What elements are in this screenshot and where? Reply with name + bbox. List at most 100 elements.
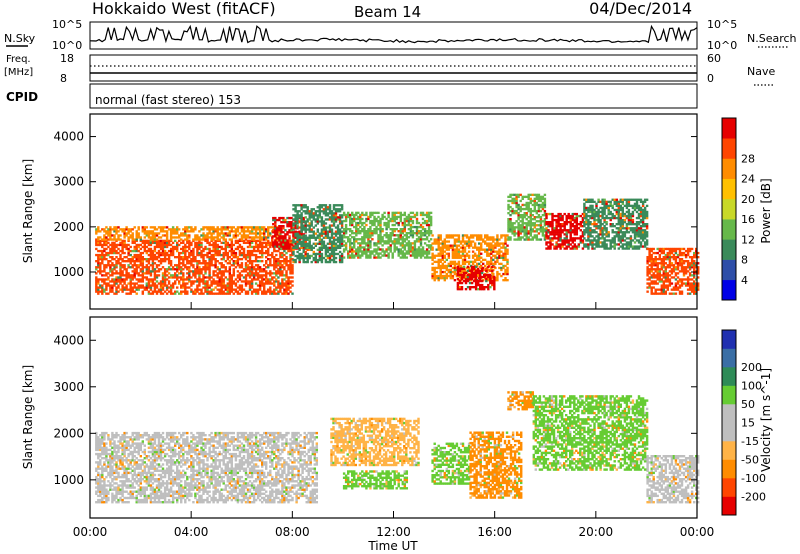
power-cell <box>188 239 191 243</box>
power-cell <box>176 290 179 293</box>
power-cell <box>401 223 405 227</box>
power-cell <box>278 243 281 246</box>
power-cell <box>105 243 108 247</box>
power-cell <box>184 249 187 253</box>
power-cell <box>569 218 572 222</box>
power-cell <box>533 209 537 213</box>
power-cell <box>509 209 512 213</box>
power-cell <box>597 233 600 236</box>
power-cell <box>125 247 128 251</box>
power-cell <box>232 249 236 253</box>
power-cell <box>541 214 545 217</box>
power-cell <box>453 254 457 257</box>
power-cell <box>190 230 193 233</box>
power-cell <box>591 214 594 218</box>
power-cell <box>353 232 356 235</box>
power-cell <box>208 260 211 263</box>
power-cell <box>338 234 342 237</box>
power-cell <box>279 270 282 273</box>
power-cell <box>336 240 340 243</box>
power-cell <box>254 245 258 249</box>
power-cell <box>153 253 157 257</box>
power-cell <box>271 251 274 255</box>
power-cell <box>330 248 334 252</box>
power-cell <box>506 234 509 237</box>
power-cell <box>244 264 248 267</box>
power-cell <box>365 219 368 223</box>
power-cell <box>349 250 352 253</box>
power-cell <box>385 221 388 225</box>
power-cell <box>129 253 132 257</box>
power-cell <box>403 234 407 237</box>
power-cell <box>457 244 461 247</box>
power-cell <box>318 248 322 252</box>
power-cell <box>405 252 409 255</box>
power-cell <box>206 232 209 235</box>
power-cell <box>529 220 533 223</box>
power-cell <box>178 272 181 275</box>
power-cell <box>417 232 421 235</box>
power-cell <box>617 206 621 210</box>
power-cell <box>336 246 340 250</box>
power-cell <box>353 254 356 257</box>
power-cell <box>161 258 165 261</box>
power-cell <box>206 247 209 251</box>
power-cell <box>589 241 592 244</box>
nsky-label: N.Sky <box>4 32 36 45</box>
power-cell <box>563 243 566 246</box>
power-cell <box>302 216 305 220</box>
power-cell <box>281 286 284 289</box>
power-cell <box>591 241 594 244</box>
power-cell <box>523 230 526 233</box>
power-cell <box>286 225 289 228</box>
power-cell <box>451 244 455 247</box>
power-cell <box>137 260 140 263</box>
power-cell <box>123 288 126 291</box>
power-cell <box>407 236 411 239</box>
power-cell <box>202 286 205 289</box>
power-cell <box>165 278 169 281</box>
power-cell <box>507 218 510 221</box>
power-cell <box>282 216 285 220</box>
power-cell <box>283 258 286 261</box>
power-cell <box>457 254 461 257</box>
power-cell <box>196 251 199 255</box>
power-cell <box>123 251 126 255</box>
power-cell <box>159 241 163 245</box>
power-cell <box>186 226 189 229</box>
power-cell <box>585 223 588 226</box>
power-cell <box>281 292 284 295</box>
power-cell <box>359 256 362 259</box>
power-cell <box>117 251 120 255</box>
power-cell <box>359 230 362 233</box>
power-cell <box>216 251 219 255</box>
power-cell <box>127 292 130 295</box>
power-cell <box>336 218 340 221</box>
power-cell <box>593 223 596 226</box>
power-cell <box>294 244 297 248</box>
power-cell <box>127 274 130 277</box>
power-cell <box>521 222 524 225</box>
power-cell <box>332 214 336 217</box>
power-cell <box>236 262 240 265</box>
power-cell <box>169 290 173 293</box>
power-cell <box>176 256 179 259</box>
power-cell <box>555 227 558 230</box>
power-cell <box>316 206 320 209</box>
power-cell <box>493 281 496 285</box>
power-cell <box>286 231 289 234</box>
power-cell <box>609 247 612 250</box>
power-cell <box>320 242 324 245</box>
power-cell <box>361 223 364 227</box>
power-cell <box>198 236 201 239</box>
freq-panel: Freq. [MHz] 18 8 60 0 Nave <box>4 52 775 86</box>
power-cell <box>565 221 568 224</box>
power-cell <box>340 252 344 256</box>
power-cell <box>216 284 219 287</box>
power-cell <box>338 242 342 245</box>
power-cell <box>431 272 434 276</box>
power-cell <box>365 211 368 215</box>
power-cell <box>111 278 114 281</box>
power-cell <box>439 264 442 268</box>
power-cell <box>296 236 299 239</box>
